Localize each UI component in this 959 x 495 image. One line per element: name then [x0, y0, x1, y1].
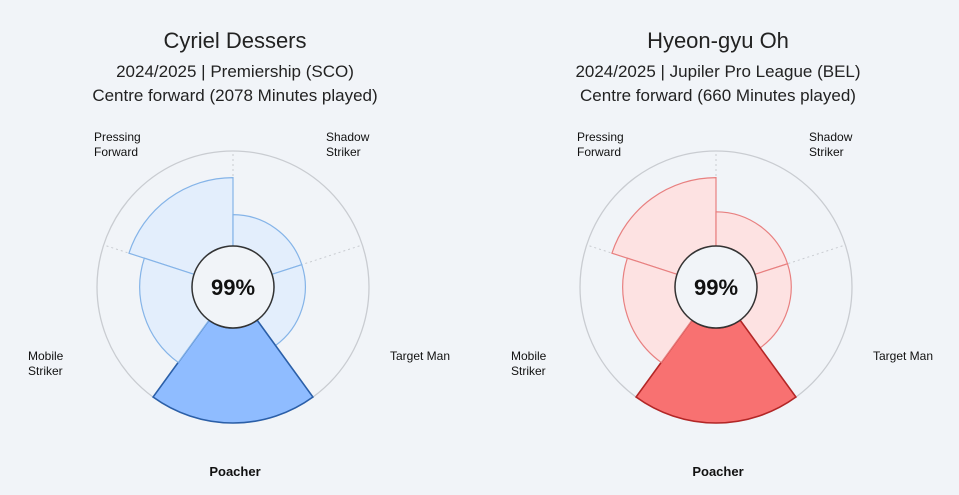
player-header-2: Hyeon-gyu Oh 2024/2025 | Jupiler Pro Lea… — [483, 28, 953, 108]
player-name: Hyeon-gyu Oh — [647, 28, 789, 53]
center-value: 99% — [211, 275, 255, 300]
axis-label-poacher: Poacher — [209, 464, 260, 479]
axis-label-pressing-forward: Pressing Forward — [577, 130, 624, 159]
season-league: 2024/2025 | Jupiler Pro League (BEL) — [575, 62, 861, 81]
axis-label-pressing-forward: Pressing Forward — [94, 130, 141, 159]
player-panel-2: Hyeon-gyu Oh 2024/2025 | Jupiler Pro Lea… — [483, 0, 953, 495]
center-circle — [674, 245, 758, 329]
position-minutes: Centre forward (2078 Minutes played) — [92, 86, 378, 105]
radar-chart-2: Pressing Forward Shadow Striker Target Man Po… — [511, 130, 933, 479]
player-panel-1: Cyriel Dessers 2024/2025 | Premiership (… — [0, 0, 470, 495]
axis-label-mobile-striker: Mobile Striker — [28, 349, 64, 378]
center-value: 99% — [694, 275, 738, 300]
radar-chart-1: Pressing Forward Shadow Striker Target Man Po… — [28, 130, 450, 479]
position-minutes: Centre forward (660 Minutes played) — [580, 86, 856, 105]
axis-label-shadow-striker: Shadow Striker — [326, 130, 370, 159]
axis-label-poacher: Poacher — [692, 464, 743, 479]
player-header-1: Cyriel Dessers 2024/2025 | Premiership (… — [0, 28, 470, 108]
player-name: Cyriel Dessers — [163, 28, 307, 53]
axis-label-target-man: Target Man — [390, 349, 450, 363]
center-circle — [191, 245, 275, 329]
season-league: 2024/2025 | Premiership (SCO) — [116, 62, 354, 81]
axis-label-mobile-striker: Mobile Striker — [511, 349, 547, 378]
axis-label-shadow-striker: Shadow Striker — [809, 130, 853, 159]
axis-label-target-man: Target Man — [873, 349, 933, 363]
